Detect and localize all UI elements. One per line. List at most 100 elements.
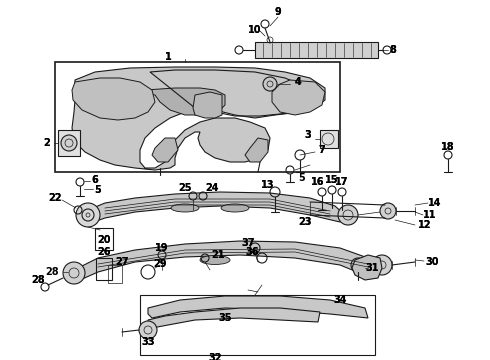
Text: 36: 36 [245, 247, 259, 257]
Polygon shape [245, 138, 268, 162]
Bar [108, 265, 122, 283]
Text: 2: 2 [44, 138, 50, 148]
Polygon shape [120, 88, 225, 115]
Text: 30: 30 [425, 257, 439, 267]
Text: 29: 29 [153, 259, 167, 269]
Text: 37: 37 [241, 238, 255, 248]
Polygon shape [74, 241, 378, 280]
Text: 12: 12 [418, 220, 432, 230]
Text: 13: 13 [261, 180, 275, 190]
Bar [320, 130, 338, 148]
Text: 9: 9 [274, 7, 281, 17]
Text: 6: 6 [92, 175, 98, 185]
Circle shape [380, 203, 396, 219]
Bar [96, 258, 112, 280]
Text: 32: 32 [208, 353, 222, 360]
Polygon shape [193, 92, 222, 118]
Text: 13: 13 [261, 180, 275, 190]
Polygon shape [148, 308, 320, 328]
Text: 21: 21 [211, 250, 225, 260]
Text: 27: 27 [115, 257, 129, 267]
Polygon shape [72, 78, 155, 120]
Text: 28: 28 [45, 267, 59, 277]
Text: 3: 3 [305, 130, 311, 140]
Text: 5: 5 [298, 173, 305, 183]
Text: 4: 4 [294, 77, 301, 87]
Polygon shape [152, 138, 178, 162]
Text: 22: 22 [48, 193, 62, 203]
Text: 26: 26 [97, 247, 111, 257]
Text: 6: 6 [92, 175, 98, 185]
Text: 25: 25 [178, 183, 192, 193]
Text: 22: 22 [48, 193, 62, 203]
Circle shape [61, 135, 77, 151]
Bar [55, 62, 340, 172]
Text: 17: 17 [335, 177, 349, 187]
Text: 19: 19 [155, 243, 169, 253]
Bar [140, 295, 375, 355]
Text: 14: 14 [428, 198, 442, 208]
Text: 25: 25 [178, 183, 192, 193]
Text: 10: 10 [248, 25, 262, 35]
Polygon shape [352, 255, 382, 280]
Text: 11: 11 [423, 210, 437, 220]
Text: 26: 26 [97, 247, 111, 257]
Text: 33: 33 [141, 337, 155, 347]
Bar [95, 228, 113, 250]
Text: 15: 15 [325, 175, 339, 185]
Text: 1: 1 [165, 52, 172, 62]
Bar [58, 130, 80, 156]
Text: 35: 35 [218, 313, 232, 323]
Text: 21: 21 [211, 250, 225, 260]
Text: 7: 7 [318, 145, 325, 155]
Text: 34: 34 [333, 295, 347, 305]
Text: 31: 31 [365, 263, 379, 273]
Text: 20: 20 [97, 235, 111, 245]
Circle shape [63, 262, 85, 284]
Text: 28: 28 [31, 275, 45, 285]
Text: 20: 20 [97, 235, 111, 245]
Text: 11: 11 [423, 210, 437, 220]
Text: 34: 34 [333, 295, 347, 305]
Text: 5: 5 [95, 185, 101, 195]
Text: 9: 9 [274, 7, 281, 17]
Circle shape [139, 321, 157, 339]
Text: 7: 7 [318, 145, 325, 155]
Polygon shape [82, 192, 345, 224]
Text: 5: 5 [95, 185, 101, 195]
Ellipse shape [200, 256, 230, 265]
Text: 10: 10 [248, 25, 262, 35]
Polygon shape [72, 67, 325, 170]
Text: 8: 8 [390, 45, 396, 55]
Text: 2: 2 [44, 138, 50, 148]
Text: 4: 4 [294, 77, 301, 87]
Polygon shape [148, 296, 368, 318]
Text: 8: 8 [390, 45, 396, 55]
Circle shape [372, 255, 392, 275]
Circle shape [338, 205, 358, 225]
Text: 18: 18 [441, 142, 455, 152]
Ellipse shape [221, 204, 249, 212]
Text: 24: 24 [205, 183, 219, 193]
Text: 17: 17 [335, 177, 349, 187]
Text: 1: 1 [165, 52, 172, 62]
Text: 28: 28 [31, 275, 45, 285]
Text: 23: 23 [298, 217, 312, 227]
Text: 31: 31 [365, 263, 379, 273]
Text: 19: 19 [155, 243, 169, 253]
Text: 18: 18 [441, 142, 455, 152]
Text: 14: 14 [428, 198, 442, 208]
Text: 27: 27 [115, 257, 129, 267]
Text: 36: 36 [245, 247, 259, 257]
Text: 30: 30 [425, 257, 439, 267]
Text: 32: 32 [208, 353, 222, 360]
Text: 16: 16 [311, 177, 325, 187]
Text: 15: 15 [325, 175, 339, 185]
Text: 3: 3 [305, 130, 311, 140]
Text: 35: 35 [218, 313, 232, 323]
Text: 37: 37 [241, 238, 255, 248]
Text: 29: 29 [153, 259, 167, 269]
Text: 12: 12 [418, 220, 432, 230]
Polygon shape [255, 42, 378, 58]
Circle shape [76, 203, 100, 227]
